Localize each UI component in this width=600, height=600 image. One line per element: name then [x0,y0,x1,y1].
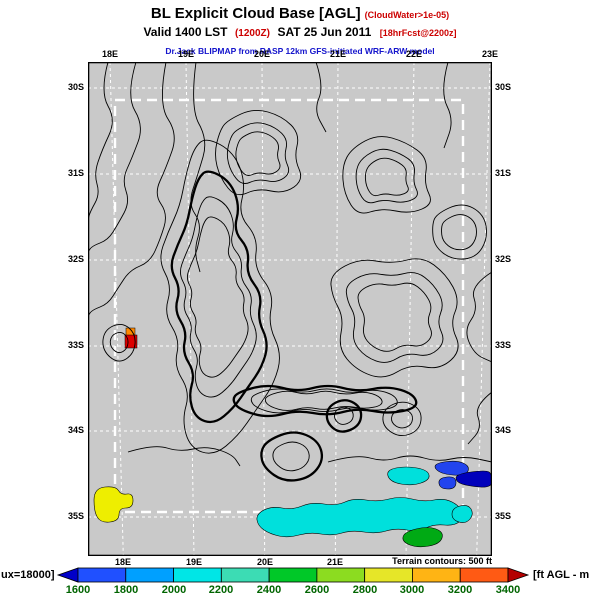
forecast-hour: [18hrFcst@2200z] [379,28,457,38]
axis-label-top-19e: 19E [177,49,194,59]
axis-label-top-18e: 18E [101,49,118,59]
axis-label-left-32s: 32S [67,254,84,264]
axis-label-left-35s: 35S [67,511,84,521]
terrain-contours [88,62,492,482]
colorbar-tick-2600: 2600 [304,584,330,596]
title-line-3: Dr.Jack BLIPMAP from RASP 12km GFS-initi… [0,41,600,59]
axis-label-left-34s: 34S [67,425,84,435]
axis-label-bottom-20e: 20E [256,557,273,567]
model-attribution: Dr.Jack BLIPMAP from RASP 12km GFS-initi… [165,46,435,56]
axis-label-right-32s: 32S [495,254,512,264]
colorbar-tick-1800: 1800 [113,584,139,596]
axis-label-right-34s: 34S [495,425,512,435]
title-line-1: BL Explicit Cloud Base [AGL] (CloudWater>… [0,5,600,23]
axis-label-bottom-19e: 19E [185,557,202,567]
colorbar-tick-3200: 3200 [447,584,473,596]
colorbar-tick-2000: 2000 [161,584,187,596]
map-background [88,62,492,556]
cloudbase-patches [93,327,492,548]
colorbar-left-label: ux=18000] [1,569,55,581]
colorbar-tick-2400: 2400 [256,584,282,596]
colorbar-tick-3400: 3400 [495,584,521,596]
valid-time-utc: (1200Z) [234,28,270,39]
colorbar-overflow-arrow [507,567,530,583]
axis-label-right-33s: 33S [495,340,512,350]
terrain-contour-note: Terrain contours: 500 ft [392,556,492,566]
colorbar-cells [56,567,530,583]
axis-label-top-21e: 21E [329,49,346,59]
axis-label-left-30s: 30S [67,82,84,92]
map-panel [88,62,492,556]
axis-label-right-30s: 30S [495,82,512,92]
axis-label-top-22e: 22E [405,49,422,59]
axis-label-top-23e: 23E [481,49,498,59]
valid-date: SAT 25 Jun 2011 [277,25,372,39]
title-line-2: Valid 1400 LST (1200Z) SAT 25 Jun 2011 [… [0,23,600,41]
colorbar-tick-3000: 3000 [399,584,425,596]
axis-label-right-35s: 35S [495,511,512,521]
colorbar-tick-1600: 1600 [65,584,91,596]
map-canvas [88,62,492,556]
axis-label-left-31s: 31S [67,168,84,178]
axis-label-top-20e: 20E [253,49,270,59]
plot-title: BL Explicit Cloud Base [AGL] [150,5,361,22]
colorbar-tick-2200: 2200 [208,584,234,596]
axis-label-bottom-21e: 21E [326,557,343,567]
colorbar [0,566,600,584]
colorbar-canvas [56,567,530,583]
colorbar-underflow-arrow [56,567,79,583]
map-border [88,62,492,556]
axis-label-left-33s: 33S [67,340,84,350]
plot-title-qualifier: (CloudWater>1e-05) [364,10,450,20]
axis-label-bottom-18e: 18E [114,557,131,567]
colorbar-tick-2800: 2800 [352,584,378,596]
colorbar-right-label: [ft AGL - m [533,569,590,581]
axis-label-right-31s: 31S [495,168,512,178]
valid-time-label: Valid 1400 LST [143,25,228,39]
